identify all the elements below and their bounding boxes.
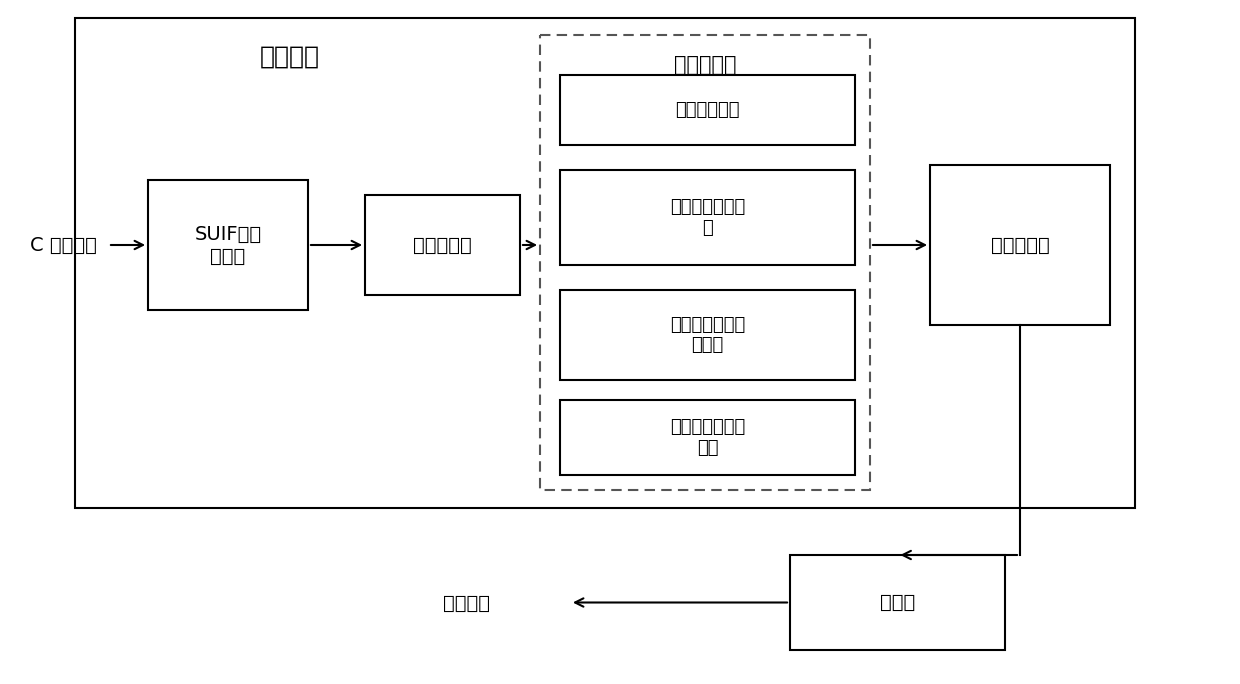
Bar xyxy=(560,290,856,380)
Text: 程序输出: 程序输出 xyxy=(443,594,490,612)
Bar xyxy=(560,400,856,475)
Text: C 程序源码: C 程序源码 xyxy=(30,235,97,254)
Text: 线程激发位置选
取模块: 线程激发位置选 取模块 xyxy=(670,315,745,354)
Text: 预计算片段生成
模块: 预计算片段生成 模块 xyxy=(670,418,745,457)
Bar xyxy=(148,180,308,310)
Text: 程序剖析器: 程序剖析器 xyxy=(413,235,472,254)
Bar xyxy=(560,170,856,265)
Bar xyxy=(74,18,1135,508)
Text: 模拟器: 模拟器 xyxy=(880,593,915,612)
Bar xyxy=(790,555,1004,650)
Text: 控制流图切分模
块: 控制流图切分模 块 xyxy=(670,198,745,237)
Bar xyxy=(930,165,1110,325)
Bar xyxy=(560,75,856,145)
Text: SUIF编译
器前端: SUIF编译 器前端 xyxy=(195,224,262,265)
Text: 路径选取模块: 路径选取模块 xyxy=(676,101,740,119)
Text: 编译阶段: 编译阶段 xyxy=(260,45,320,69)
Text: 线程划分器: 线程划分器 xyxy=(673,55,737,75)
Text: 汇编链接器: 汇编链接器 xyxy=(991,235,1049,254)
Bar xyxy=(365,195,520,295)
Bar xyxy=(539,35,870,490)
